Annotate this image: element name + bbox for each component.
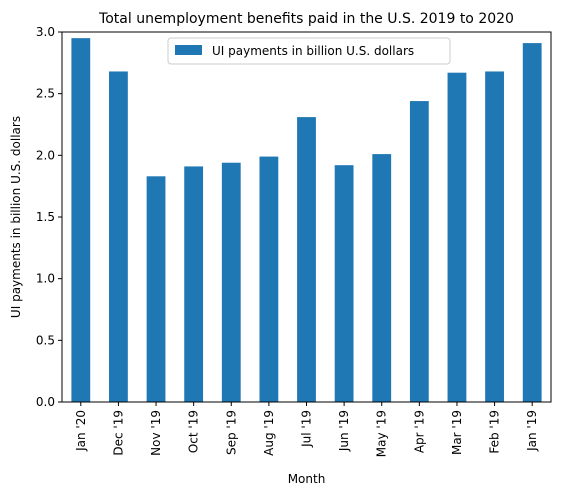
bars bbox=[71, 38, 542, 403]
bar bbox=[522, 43, 542, 402]
bar bbox=[184, 166, 204, 402]
y-axis: 0.0 0.5 1.0 1.5 2.0 2.5 3.0 bbox=[36, 25, 62, 409]
x-tick-label: Dec '19 bbox=[111, 410, 125, 456]
legend-swatch bbox=[175, 45, 202, 55]
legend-box bbox=[167, 37, 451, 65]
x-tick-label: Apr '19 bbox=[412, 410, 426, 453]
bar bbox=[259, 156, 279, 402]
bar bbox=[485, 71, 504, 402]
legend: UI payments in billion U.S. dollars bbox=[167, 37, 451, 65]
plot-area-frame bbox=[61, 31, 552, 403]
x-axis-label: Month bbox=[288, 472, 326, 486]
y-axis-label: UI payments in billion U.S. dollars bbox=[9, 116, 23, 318]
chart-title: Total unemployment benefits paid in the … bbox=[98, 11, 514, 27]
legend-label: UI payments in billion U.S. dollars bbox=[212, 44, 414, 58]
x-tick-label: Mar '19 bbox=[450, 410, 464, 455]
bar bbox=[71, 38, 91, 403]
x-tick-label: Nov '19 bbox=[149, 410, 163, 456]
y-tick-label: 3.0 bbox=[36, 25, 55, 39]
y-tick-label: 2.5 bbox=[36, 87, 55, 101]
x-tick-label: Jun '19 bbox=[337, 410, 351, 452]
y-tick-label: 0.0 bbox=[36, 395, 55, 409]
y-tick-label: 1.5 bbox=[36, 210, 55, 224]
bar bbox=[221, 162, 241, 402]
bar bbox=[297, 117, 316, 402]
y-tick-label: 1.0 bbox=[36, 272, 55, 286]
x-tick-label: Jan '20 bbox=[74, 410, 88, 452]
y-tick-label: 0.5 bbox=[36, 333, 55, 347]
x-tick-label: Jan '19 bbox=[525, 410, 539, 452]
x-tick-label: Aug '19 bbox=[262, 410, 276, 456]
bar bbox=[146, 176, 166, 402]
x-tick-label: Sep '19 bbox=[224, 410, 238, 455]
x-tick-label: May '19 bbox=[375, 410, 389, 457]
y-tick-label: 2.0 bbox=[36, 148, 55, 162]
x-tick-label: Feb '19 bbox=[488, 410, 502, 454]
x-tick-label: Oct '19 bbox=[187, 410, 201, 453]
bar bbox=[447, 72, 467, 402]
bar bbox=[409, 101, 429, 403]
bar bbox=[334, 165, 354, 402]
x-axis: Jan '20 Dec '19 Nov '19 Oct '19 Sep '19 Aug '… bbox=[74, 402, 539, 457]
x-tick-label: Jul '19 bbox=[300, 410, 314, 448]
bar bbox=[372, 154, 392, 402]
bar bbox=[109, 71, 128, 402]
